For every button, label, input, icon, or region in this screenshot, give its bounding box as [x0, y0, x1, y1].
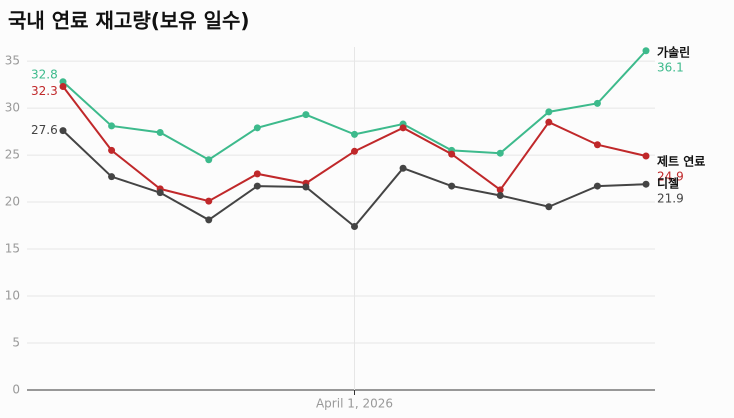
- point: [642, 47, 650, 55]
- point: [496, 149, 504, 157]
- point: [351, 147, 358, 155]
- legend-label: 가솔린: [657, 44, 690, 59]
- point: [399, 164, 407, 172]
- point: [156, 189, 164, 197]
- point: [448, 150, 456, 158]
- point: [108, 173, 116, 181]
- point: [253, 182, 261, 190]
- point: [302, 183, 310, 191]
- point: [593, 99, 601, 107]
- point: [399, 124, 407, 132]
- legend-label: 제트 연료: [657, 154, 705, 169]
- value-label: 36.1: [657, 60, 684, 74]
- point: [496, 186, 504, 194]
- y-tick-label: 5: [12, 336, 20, 350]
- value-label: 32.8: [31, 67, 58, 81]
- value-label: 32.3: [31, 84, 58, 98]
- value-label: 27.6: [31, 123, 58, 137]
- point: [59, 127, 67, 135]
- point: [253, 124, 261, 132]
- chart-title: 국내 연료 재고량(보유 일수): [8, 9, 250, 33]
- point: [642, 180, 650, 188]
- x-tick-label: April 1, 2026: [316, 397, 393, 411]
- point: [108, 122, 116, 130]
- point: [545, 108, 553, 116]
- point: [205, 156, 213, 164]
- point: [302, 111, 310, 119]
- point: [351, 130, 358, 138]
- point: [593, 141, 601, 149]
- point: [253, 170, 261, 178]
- y-tick-label: 35: [5, 54, 20, 68]
- y-tick-label: 15: [5, 242, 20, 256]
- point: [205, 216, 213, 224]
- point: [448, 182, 456, 190]
- point: [496, 191, 504, 199]
- point: [205, 197, 213, 205]
- point: [156, 129, 164, 137]
- point: [59, 82, 67, 90]
- point: [108, 146, 116, 154]
- y-tick-label: 25: [5, 148, 20, 162]
- point: [545, 203, 553, 211]
- legend-label: 디젤: [657, 176, 679, 191]
- y-tick-label: 20: [5, 195, 20, 209]
- point: [642, 152, 650, 160]
- value-label: 24.9: [657, 170, 684, 184]
- point: [593, 182, 601, 190]
- y-tick-label: 30: [5, 101, 20, 115]
- point: [545, 118, 553, 126]
- point: [351, 222, 358, 230]
- value-label: 21.9: [657, 192, 684, 206]
- y-tick-label: 0: [12, 383, 20, 397]
- y-tick-label: 10: [5, 289, 20, 303]
